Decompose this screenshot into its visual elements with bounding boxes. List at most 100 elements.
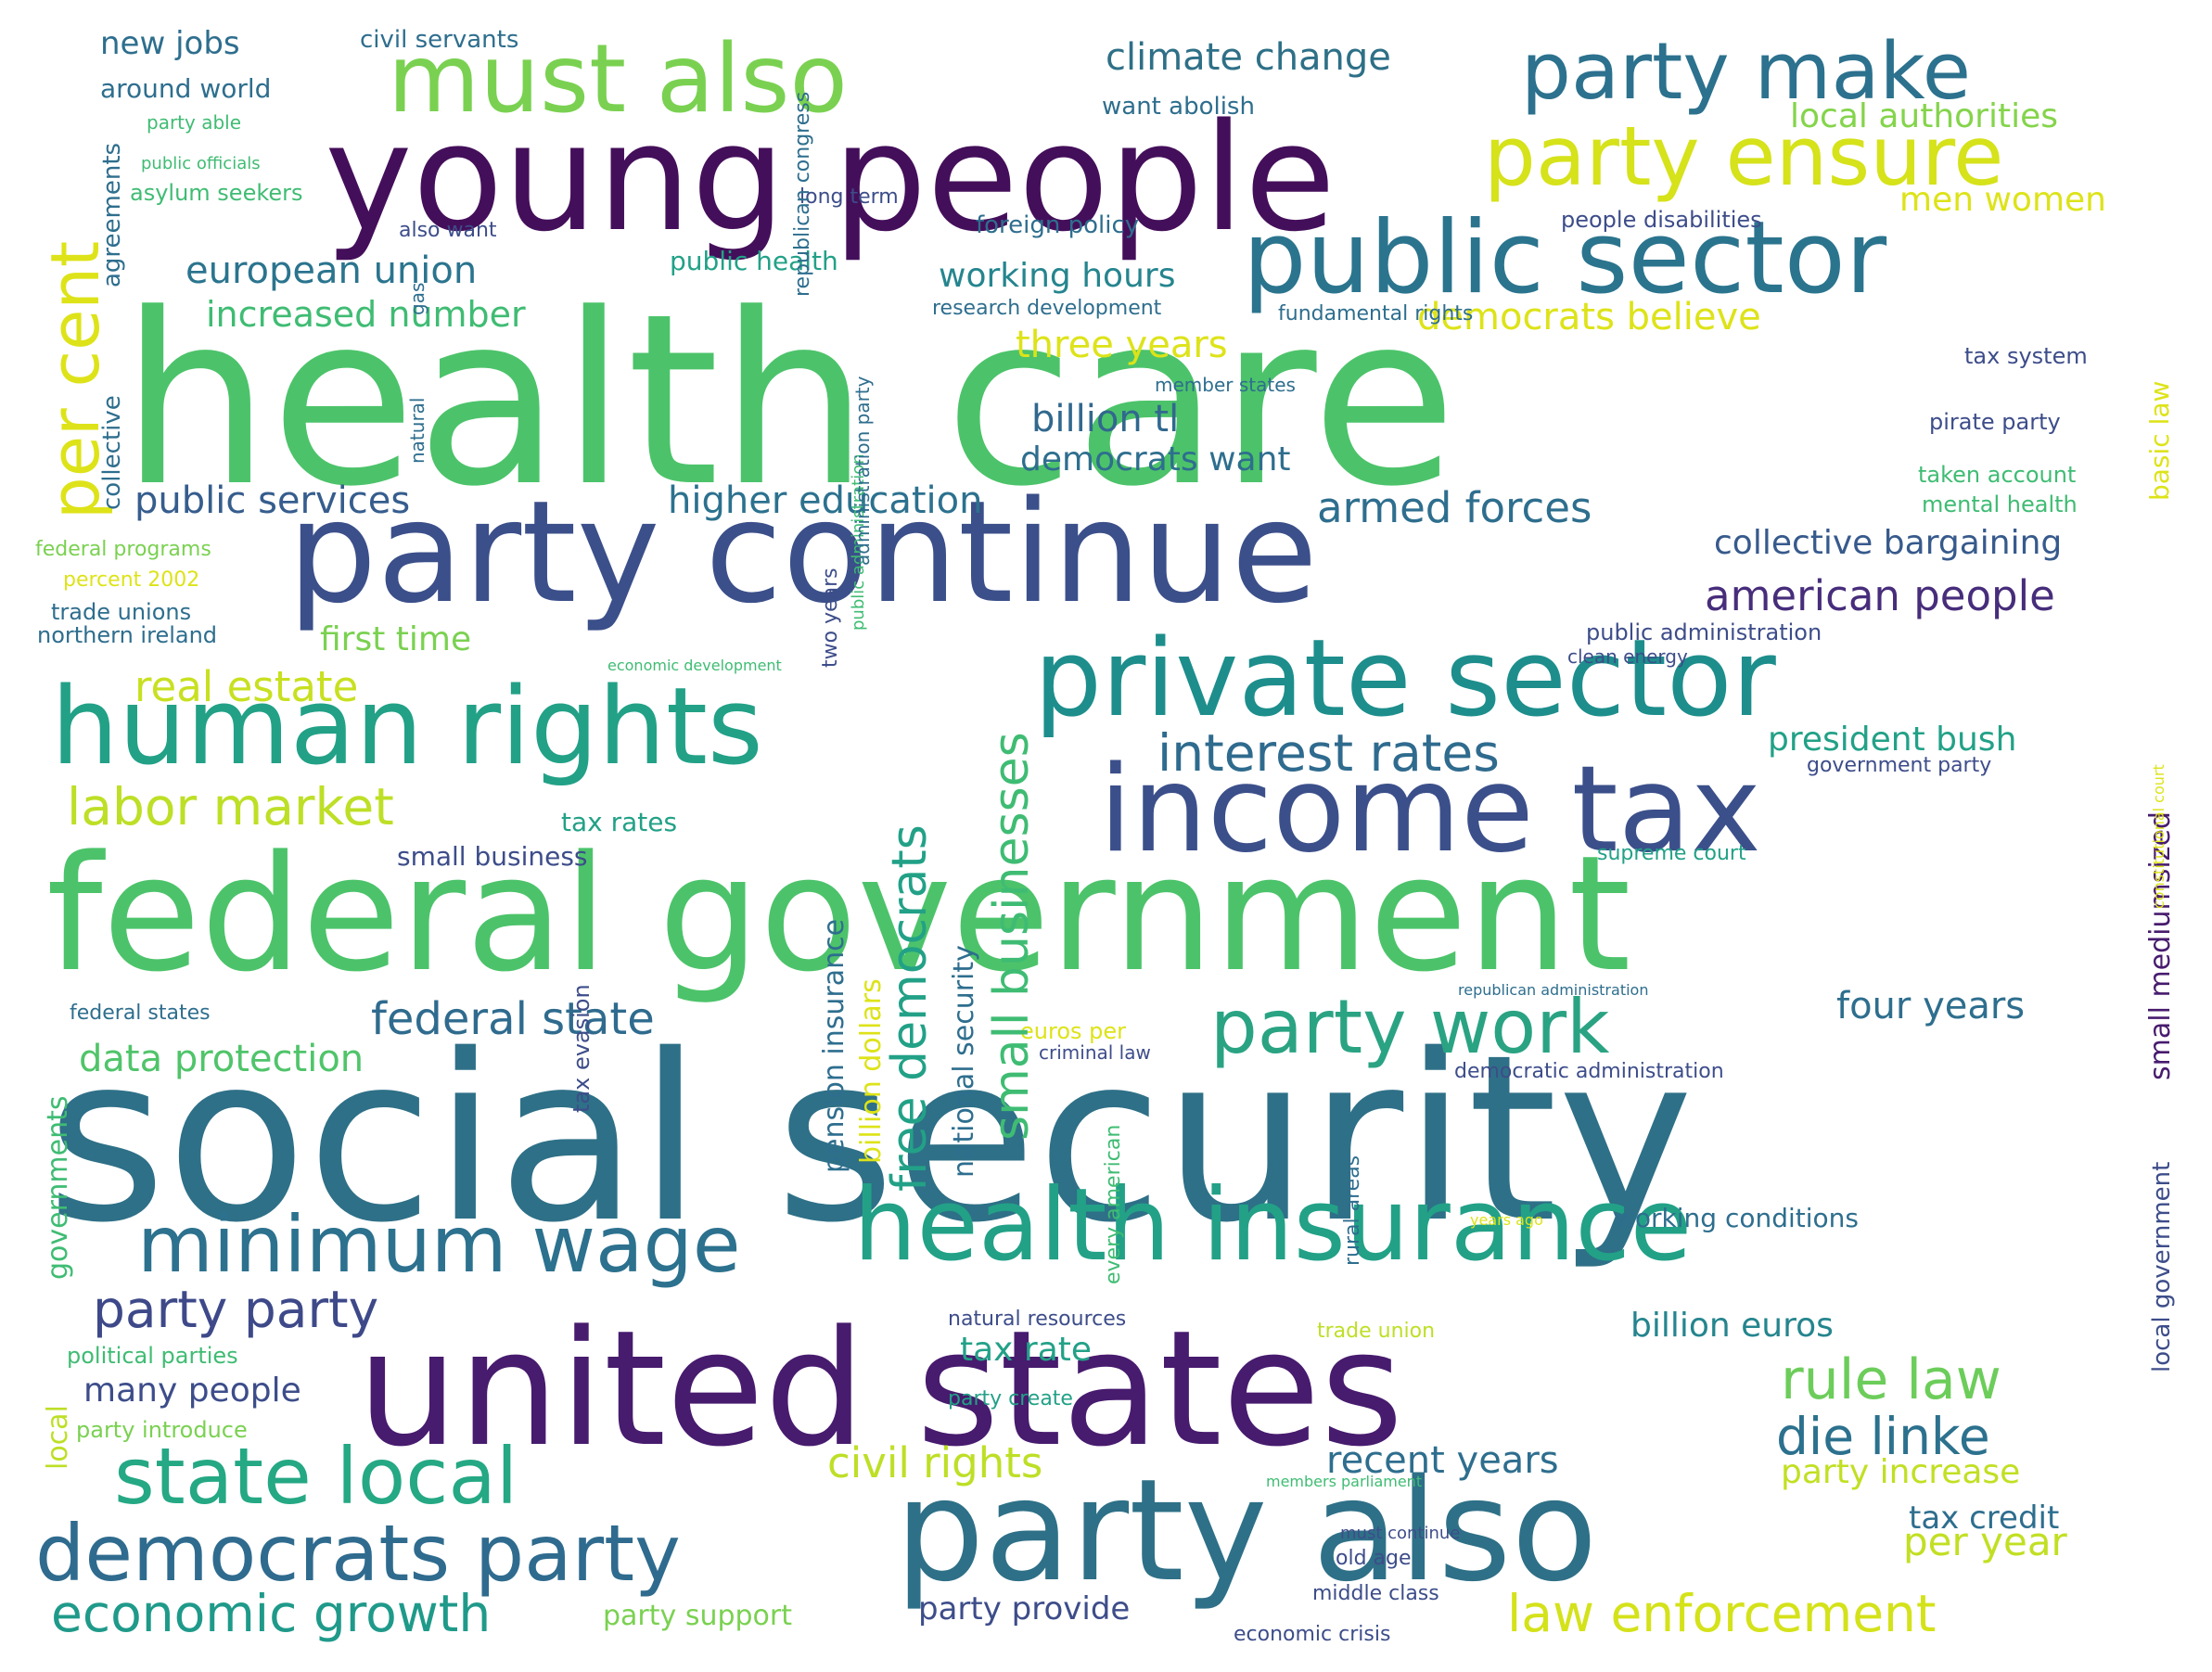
cloud-word: increased number xyxy=(206,294,526,335)
cloud-word: republican congress xyxy=(791,91,814,297)
cloud-word: many people xyxy=(83,1372,301,1410)
cloud-word: public sector xyxy=(1243,200,1887,316)
cloud-word: tax evasion xyxy=(569,984,595,1113)
cloud-word: pirate party xyxy=(1929,409,2061,435)
cloud-word: euros per xyxy=(1020,1018,1126,1044)
cloud-word: democrats party xyxy=(35,1508,681,1599)
cloud-word: want abolish xyxy=(1102,93,1255,121)
cloud-word: rule law xyxy=(1781,1347,2001,1412)
cloud-word: members parliament xyxy=(1266,1473,1423,1490)
cloud-word: also want xyxy=(399,219,497,242)
cloud-word: years ago xyxy=(1470,1211,1543,1229)
cloud-word: gas xyxy=(406,282,428,315)
cloud-word: economic development xyxy=(607,657,782,674)
cloud-word: federal state xyxy=(371,993,655,1045)
cloud-word: local authorities xyxy=(1790,97,2058,135)
cloud-word: party support xyxy=(603,1600,792,1632)
cloud-word: rural areas xyxy=(1341,1155,1364,1266)
cloud-word: party also xyxy=(895,1449,1598,1613)
cloud-word: party make xyxy=(1521,26,1972,118)
cloud-word: people disabilities xyxy=(1561,207,1762,233)
cloud-word: working hours xyxy=(939,257,1176,295)
cloud-word: research development xyxy=(932,297,1162,320)
cloud-word: democrats believe xyxy=(1417,296,1761,338)
cloud-word: law enforcement xyxy=(1507,1584,1937,1643)
cloud-word: billion euros xyxy=(1630,1307,1834,1345)
cloud-word: trade unions xyxy=(51,599,192,625)
cloud-word: economic growth xyxy=(51,1584,492,1643)
cloud-word: natural resources xyxy=(948,1308,1127,1331)
cloud-word: national security xyxy=(948,945,980,1178)
cloud-word: new jobs xyxy=(100,25,240,62)
cloud-word: minimum wage xyxy=(137,1199,741,1290)
cloud-word: trade union xyxy=(1317,1320,1436,1343)
cloud-word: party ensure xyxy=(1484,108,2004,204)
cloud-word: supreme court xyxy=(1597,842,1746,865)
cloud-word: every american xyxy=(1102,1124,1125,1284)
cloud-word: higher education xyxy=(668,479,983,522)
cloud-word: northern ireland xyxy=(37,622,218,648)
cloud-word: asylum seekers xyxy=(130,180,303,206)
cloud-word: natural xyxy=(406,397,428,464)
cloud-word: american people xyxy=(1705,571,2055,620)
cloud-word: public officials xyxy=(141,154,261,173)
cloud-word: must continue xyxy=(1340,1524,1461,1543)
cloud-word: first time xyxy=(320,620,472,658)
cloud-word: civil servants xyxy=(360,26,519,54)
cloud-word: mental health xyxy=(1922,491,2078,517)
cloud-word: tax system xyxy=(1964,343,2088,369)
cloud-word: local xyxy=(42,1405,74,1470)
cloud-word: three years xyxy=(1016,324,1228,366)
cloud-word: income tax xyxy=(1099,741,1761,879)
cloud-word: percent 2002 xyxy=(63,568,200,592)
cloud-word: human rights xyxy=(51,665,763,789)
cloud-word: middle class xyxy=(1312,1582,1439,1605)
cloud-word: health insurance xyxy=(853,1168,1693,1283)
cloud-word: private sector xyxy=(1034,617,1776,741)
cloud-word: real estate xyxy=(134,662,359,711)
cloud-word: party continue xyxy=(288,470,1318,634)
cloud-word: collective bargaining xyxy=(1714,524,2063,562)
cloud-word: taken account xyxy=(1918,462,2077,488)
cloud-word: governments xyxy=(42,1095,74,1280)
cloud-word: health care xyxy=(121,263,1457,539)
cloud-word: two years xyxy=(819,568,842,668)
cloud-word: small business xyxy=(397,841,588,872)
cloud-word: political parties xyxy=(67,1343,238,1369)
cloud-word: state local xyxy=(114,1431,518,1522)
cloud-word: federal government xyxy=(46,821,1631,1007)
cloud-word: constitutional court xyxy=(2150,764,2167,909)
cloud-word: armed forces xyxy=(1317,483,1592,532)
cloud-word: federal programs xyxy=(35,538,211,561)
cloud-word: european union xyxy=(185,249,478,292)
cloud-word: working conditions xyxy=(1614,1203,1860,1233)
cloud-word: public administration xyxy=(1586,619,1822,645)
cloud-word: tax rates xyxy=(561,807,678,837)
cloud-word: government party xyxy=(1807,754,1992,777)
cloud-word: per year xyxy=(1903,1519,2067,1564)
cloud-word: party create xyxy=(948,1387,1073,1410)
cloud-word: basic law xyxy=(2144,380,2175,501)
cloud-word: federal states xyxy=(70,1002,211,1025)
cloud-word: around world xyxy=(100,73,272,104)
cloud-word: tax credit xyxy=(1909,1500,2060,1537)
cloud-word: foreign policy xyxy=(976,211,1140,239)
cloud-word: republican administration xyxy=(1458,981,1649,999)
cloud-word: young people xyxy=(325,91,1336,264)
cloud-word: president bush xyxy=(1768,721,2017,759)
cloud-word: economic crisis xyxy=(1234,1623,1391,1646)
cloud-word: free democrats xyxy=(882,824,938,1192)
cloud-word: labor market xyxy=(67,777,394,836)
cloud-word: party work xyxy=(1210,984,1610,1070)
cloud-word: recent years xyxy=(1326,1439,1559,1482)
cloud-word: administration party xyxy=(851,376,874,566)
cloud-word: party party xyxy=(93,1280,379,1339)
cloud-word: local government xyxy=(2148,1161,2176,1372)
cloud-word: men women xyxy=(1899,181,2106,219)
cloud-word: fundamental rights xyxy=(1278,302,1474,325)
cloud-word: clean energy xyxy=(1567,645,1688,668)
cloud-word: data protection xyxy=(79,1038,364,1080)
cloud-word: tax rate xyxy=(960,1331,1093,1369)
cloud-word: must also xyxy=(388,24,848,134)
cloud-word: party able xyxy=(147,111,242,134)
